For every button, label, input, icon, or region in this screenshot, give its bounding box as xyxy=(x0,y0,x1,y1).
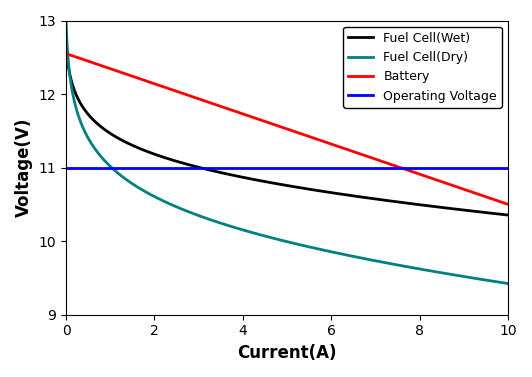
Fuel Cell(Wet) xyxy=(257,179,264,183)
Fuel Cell(Dry) xyxy=(257,233,264,237)
Fuel Cell(Wet) xyxy=(367,196,373,201)
Battery xyxy=(505,202,511,207)
Line: Fuel Cell(Wet): Fuel Cell(Wet) xyxy=(66,46,508,215)
Fuel Cell(Wet) xyxy=(108,132,114,136)
Fuel Cell(Dry) xyxy=(108,165,114,170)
Y-axis label: Voltage(V): Voltage(V) xyxy=(15,118,33,217)
Fuel Cell(Wet) xyxy=(242,175,248,180)
Operating Voltage xyxy=(107,166,113,170)
Battery xyxy=(415,172,422,176)
Fuel Cell(Wet) xyxy=(408,201,414,206)
Battery xyxy=(408,169,414,173)
Fuel Cell(Dry) xyxy=(415,267,422,271)
Fuel Cell(Wet) xyxy=(505,213,511,217)
Fuel Cell(Dry) xyxy=(242,228,248,233)
Battery xyxy=(367,155,373,159)
Operating Voltage xyxy=(63,166,69,170)
Battery xyxy=(242,112,248,117)
Fuel Cell(Dry) xyxy=(63,18,69,23)
Legend: Fuel Cell(Wet), Fuel Cell(Dry), Battery, Operating Voltage: Fuel Cell(Wet), Fuel Cell(Dry), Battery,… xyxy=(343,27,502,107)
X-axis label: Current(A): Current(A) xyxy=(237,344,337,362)
Line: Battery: Battery xyxy=(66,54,508,204)
Line: Fuel Cell(Dry): Fuel Cell(Dry) xyxy=(66,20,508,284)
Fuel Cell(Wet) xyxy=(63,44,69,49)
Battery xyxy=(257,118,264,122)
Fuel Cell(Dry) xyxy=(367,257,373,262)
Fuel Cell(Dry) xyxy=(505,281,511,286)
Battery xyxy=(63,51,69,56)
Battery xyxy=(108,67,114,71)
Fuel Cell(Dry) xyxy=(408,265,414,270)
Fuel Cell(Wet) xyxy=(415,202,422,207)
